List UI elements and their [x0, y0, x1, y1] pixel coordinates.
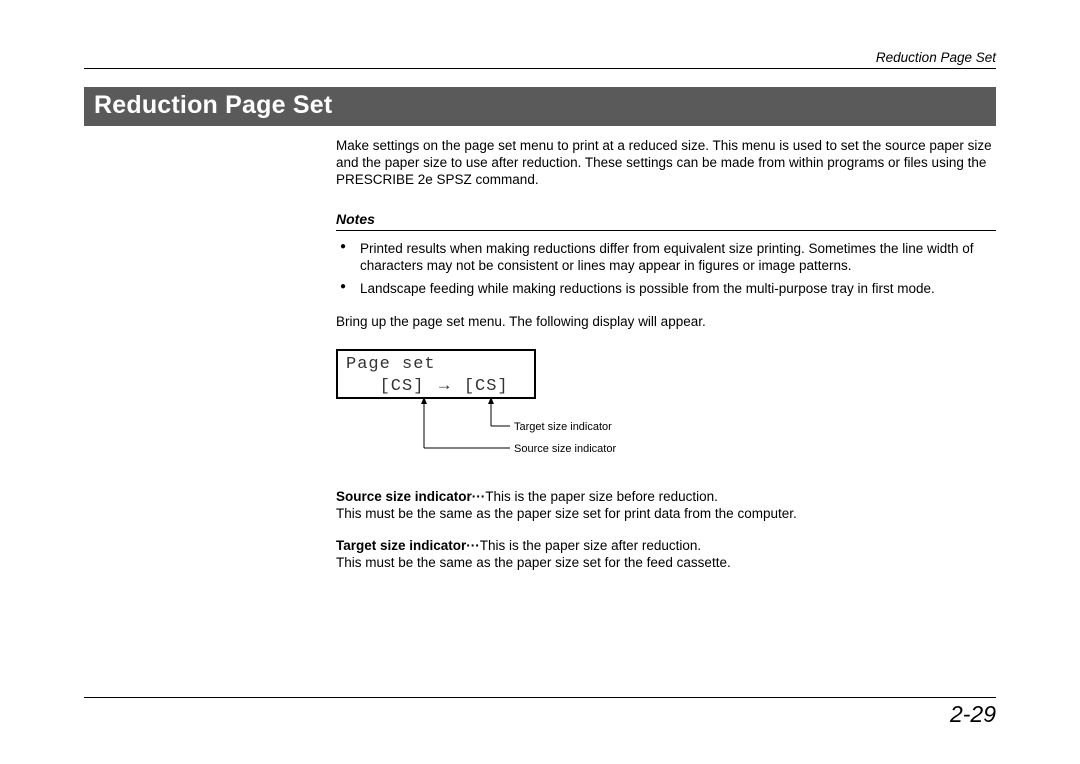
- def-target: Target size indicator···This is the pape…: [336, 538, 996, 572]
- arrow-right-icon: →: [436, 375, 453, 394]
- rule-top: [84, 68, 996, 69]
- callout-target: Target size indicator: [514, 421, 612, 435]
- instruction-paragraph: Bring up the page set menu. The followin…: [336, 314, 996, 331]
- notes-list: Printed results when making reductions d…: [336, 241, 996, 298]
- callout-source: Source size indicator: [514, 443, 616, 457]
- page-number: 2-29: [950, 701, 996, 728]
- intro-paragraph: Make settings on the page set menu to pr…: [336, 138, 996, 189]
- def-source-label: Source size indicator···: [336, 489, 485, 504]
- notes-rule: [336, 230, 996, 231]
- lcd-line2-suffix: [CS]: [453, 377, 509, 396]
- section-title: Reduction Page Set: [94, 91, 332, 119]
- def-source: Source size indicator···This is the pape…: [336, 489, 996, 523]
- note-item: Landscape feeding while making reduction…: [360, 281, 996, 298]
- manual-page: Reduction Page Set Reduction Page Set Ma…: [0, 0, 1080, 764]
- def-source-line2: This must be the same as the paper size …: [336, 506, 797, 521]
- notes-heading: Notes: [336, 211, 996, 229]
- rule-bottom: [84, 697, 996, 698]
- lcd-line1: Page set: [346, 355, 436, 374]
- content-column: Make settings on the page set menu to pr…: [336, 138, 996, 588]
- note-item: Printed results when making reductions d…: [360, 241, 996, 275]
- def-target-line2: This must be the same as the paper size …: [336, 555, 731, 570]
- def-target-text: This is the paper size after reduction.: [480, 538, 701, 553]
- definitions: Source size indicator···This is the pape…: [336, 489, 996, 573]
- def-target-label: Target size indicator···: [336, 538, 480, 553]
- def-source-text: This is the paper size before reduction.: [485, 489, 718, 504]
- lcd-figure: Page set [CS] → [CS] Target size indicat…: [336, 349, 996, 479]
- running-head: Reduction Page Set: [876, 50, 996, 65]
- lcd-line2-prefix: [CS]: [346, 377, 436, 396]
- lcd-display: Page set [CS] → [CS]: [336, 349, 536, 399]
- section-title-bar: Reduction Page Set: [84, 87, 996, 126]
